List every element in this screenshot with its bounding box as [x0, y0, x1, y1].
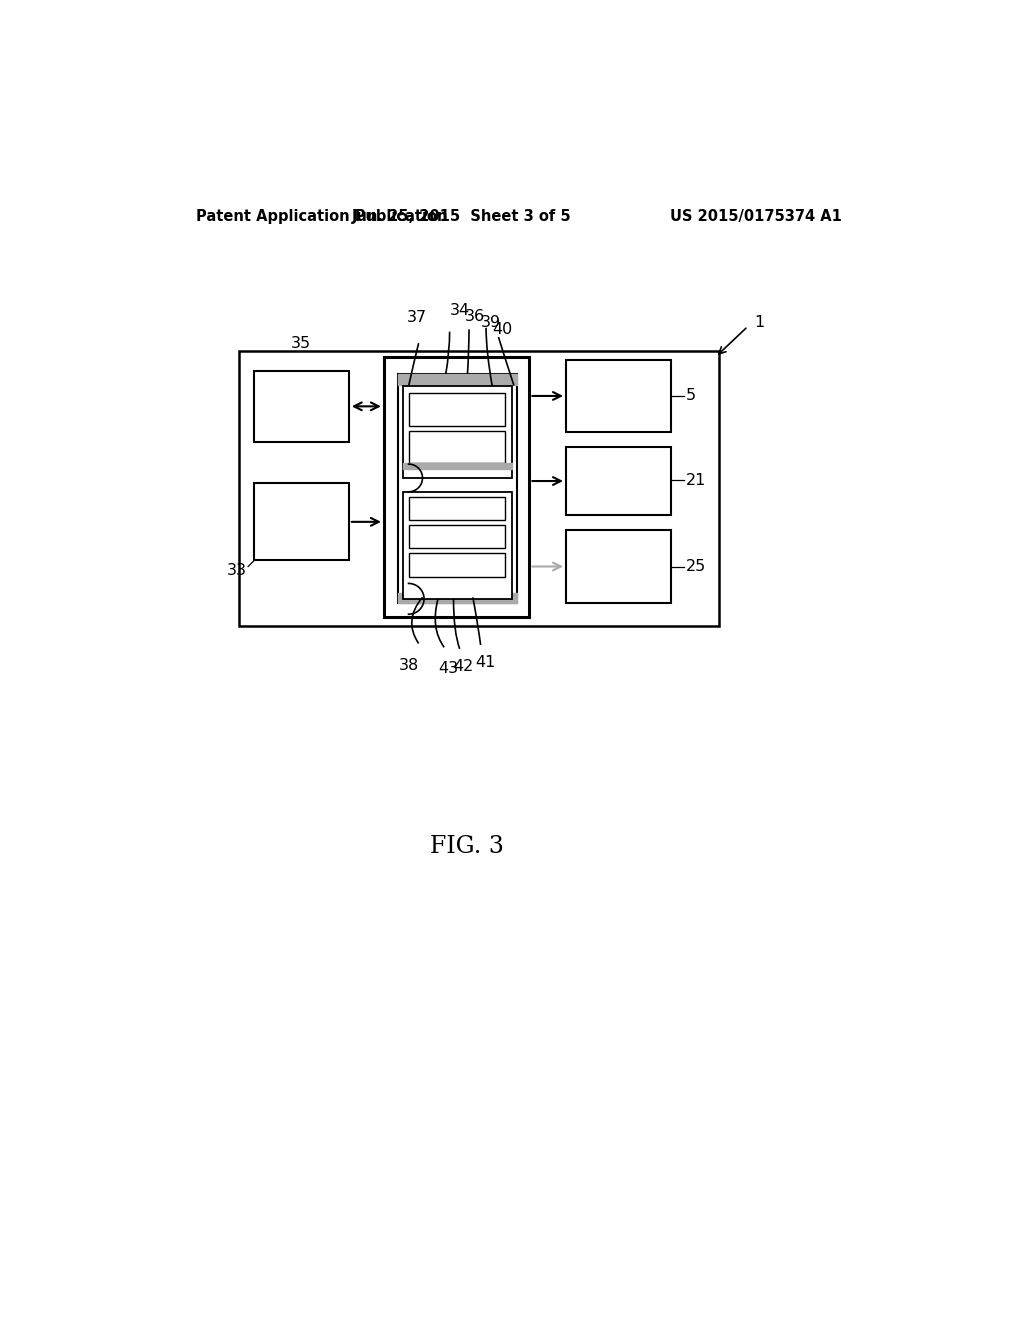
Text: 39: 39	[480, 315, 501, 330]
Bar	[254, 371, 349, 442]
Text: 43: 43	[438, 661, 458, 676]
Text: FIG. 3: FIG. 3	[430, 834, 504, 858]
Bar	[566, 360, 671, 432]
Bar	[403, 492, 512, 599]
Bar	[239, 351, 719, 626]
Text: 1: 1	[755, 315, 765, 330]
Bar	[410, 432, 506, 462]
Bar	[397, 374, 517, 603]
Bar	[410, 498, 506, 520]
Text: 40: 40	[493, 322, 512, 337]
Text: 41: 41	[475, 655, 496, 671]
Bar	[254, 483, 349, 561]
Text: US 2015/0175374 A1: US 2015/0175374 A1	[671, 209, 843, 223]
Text: 37: 37	[407, 310, 427, 325]
Text: 35: 35	[291, 335, 311, 351]
Bar	[410, 525, 506, 548]
Text: 21: 21	[686, 473, 707, 488]
Bar	[566, 531, 671, 603]
Bar	[410, 553, 506, 577]
Text: Patent Application Publication: Patent Application Publication	[197, 209, 447, 223]
Bar	[403, 387, 512, 478]
Bar	[410, 393, 506, 426]
Text: 38: 38	[399, 657, 420, 673]
Text: 36: 36	[465, 309, 485, 323]
Text: 34: 34	[450, 304, 470, 318]
Bar	[566, 447, 671, 515]
Text: 42: 42	[454, 659, 474, 675]
Bar	[384, 358, 529, 616]
Text: Jun. 25, 2015  Sheet 3 of 5: Jun. 25, 2015 Sheet 3 of 5	[351, 209, 571, 223]
Text: 5: 5	[686, 388, 696, 403]
Text: 33: 33	[227, 562, 247, 578]
Text: 25: 25	[686, 558, 707, 574]
